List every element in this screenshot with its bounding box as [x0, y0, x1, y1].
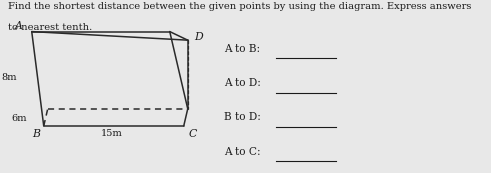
Text: A to B:: A to B: [224, 44, 260, 54]
Text: D: D [194, 32, 202, 42]
Text: B to D:: B to D: [224, 112, 261, 122]
Text: B: B [32, 129, 40, 139]
Text: A: A [15, 21, 23, 31]
Text: Find the shortest distance between the given points by using the diagram. Expres: Find the shortest distance between the g… [8, 2, 471, 11]
Text: 15m: 15m [101, 129, 123, 138]
Text: A to C:: A to C: [224, 147, 260, 157]
Text: 6m: 6m [11, 114, 27, 123]
Text: C: C [189, 129, 197, 139]
Text: to nearest tenth.: to nearest tenth. [8, 23, 92, 32]
Text: A to D:: A to D: [224, 78, 261, 88]
Text: 8m: 8m [1, 73, 17, 82]
